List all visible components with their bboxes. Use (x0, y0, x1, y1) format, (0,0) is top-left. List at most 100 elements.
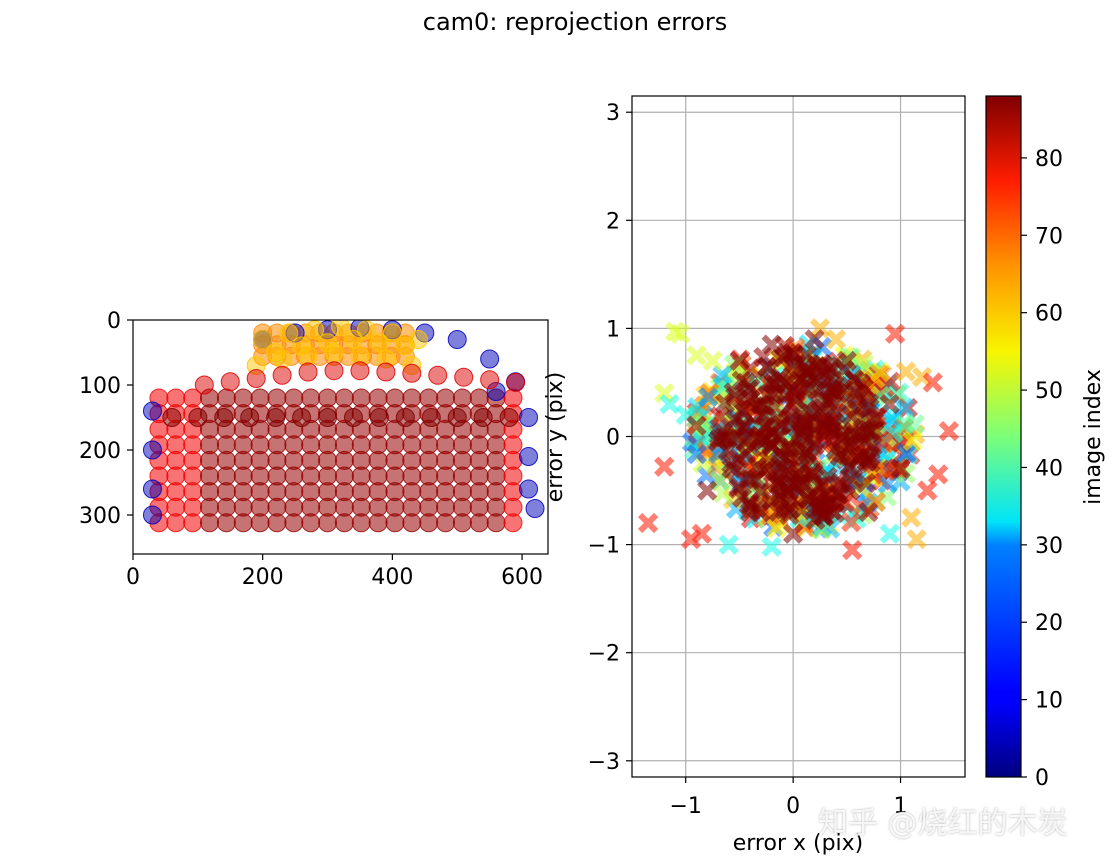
right-cloud-point (841, 512, 862, 533)
left-data-point (279, 323, 299, 343)
right-cloud-point (758, 450, 779, 471)
left-data-point (253, 330, 273, 349)
right-cloud-point (746, 456, 768, 478)
left-grid-point (318, 513, 338, 533)
right-cloud-point (840, 431, 861, 452)
left-grid-point (250, 513, 270, 533)
left-data-point (447, 408, 467, 427)
right-data-point (740, 502, 761, 523)
left-data-point (220, 372, 240, 392)
right-cloud-point (728, 448, 750, 469)
right-y-tick-label: 0 (606, 426, 620, 451)
right-data-point (670, 323, 691, 344)
left-data-point (402, 363, 422, 383)
right-cloud-point (827, 484, 848, 506)
left-grid-point (200, 513, 220, 533)
colorbar-tick-label: 50 (1035, 379, 1063, 404)
right-cloud-point (809, 494, 830, 515)
right-y-tick-label: −2 (588, 642, 620, 667)
right-cloud-point (902, 431, 923, 452)
left-data-point (395, 408, 415, 427)
left-data-point (246, 369, 266, 388)
right-x-tick-label: 0 (786, 794, 800, 819)
left-data-point (298, 346, 318, 366)
colorbar-gradient (985, 95, 1022, 778)
left-grid-point (469, 513, 489, 533)
colorbar-ticks: 0 10 20 30 40 50 60 70 80 (1021, 147, 1063, 791)
left-grid-point (503, 513, 523, 533)
right-data-point (761, 536, 782, 557)
right-y-tick-label: −1 (588, 534, 620, 559)
right-cloud-point (686, 444, 707, 465)
right-x-axis-label: error x (pix) (733, 831, 864, 856)
right-data-point (825, 329, 847, 350)
right-data-point (680, 529, 702, 550)
right-data-point (879, 523, 900, 544)
right-cloud-point (798, 362, 819, 383)
left-grid-point (402, 513, 422, 533)
left-data-point (142, 401, 162, 421)
left-data-point (240, 408, 260, 427)
colorbar-tick-label: 70 (1035, 224, 1063, 249)
right-data-point (659, 393, 680, 415)
figure-title: cam0: reprojection errors (423, 8, 727, 36)
right-y-ticks: −3 −2 −1 0 1 2 3 (588, 101, 632, 775)
left-data-point (272, 365, 292, 385)
left-data-point (447, 330, 467, 349)
right-data-point (917, 480, 938, 501)
left-data-point (142, 505, 162, 525)
left-data-point (356, 320, 376, 340)
left-grid-point (216, 513, 236, 533)
right-cloud-point (855, 472, 877, 494)
left-data-point (525, 499, 545, 518)
right-cloud-point (807, 379, 829, 400)
right-data-point (842, 539, 863, 561)
right-cloud-point (779, 410, 800, 431)
left-x-tick-label: 0 (126, 565, 140, 590)
left-data-point (428, 365, 448, 385)
left-data-point (454, 367, 474, 387)
right-data-point (895, 361, 917, 382)
left-grid-point (452, 513, 472, 533)
right-cloud-point (779, 504, 800, 526)
left-grid-point (301, 513, 321, 533)
left-y-tick-label: 300 (79, 504, 121, 529)
right-cloud-point (904, 414, 926, 435)
right-cloud-point (728, 476, 749, 497)
right-plot: −1 0 1 −3 −2 −1 0 1 2 3 error x (pix) error y (p… (543, 95, 966, 856)
right-data-point (718, 534, 739, 555)
left-grid-point (166, 513, 186, 533)
left-y-ticks: 0 100 200 300 (79, 309, 133, 529)
right-cloud-point (709, 406, 730, 427)
left-data-point (194, 375, 214, 395)
left-data-point (480, 370, 500, 390)
right-data-point (654, 383, 675, 404)
right-cloud-point (698, 387, 719, 408)
left-data-point (519, 408, 539, 427)
right-cloud-point (827, 375, 848, 396)
right-cloud-point (796, 399, 818, 420)
right-x-ticks: −1 0 1 (669, 777, 908, 819)
left-grid-point (351, 513, 371, 533)
right-cloud-point (780, 437, 801, 458)
left-data-point (382, 323, 402, 343)
left-y-tick-label: 200 (79, 439, 121, 464)
right-x-tick-label: 1 (894, 794, 908, 819)
left-data-point (214, 408, 234, 427)
right-data-point (729, 350, 750, 371)
left-data-point (331, 320, 350, 336)
right-cloud-point (896, 443, 917, 464)
right-cloud-point (875, 460, 896, 482)
right-data-point (772, 458, 793, 480)
left-data-point (421, 408, 441, 427)
left-data-point (142, 440, 162, 460)
left-data-point (376, 362, 396, 382)
right-y-tick-label: 2 (606, 209, 620, 234)
left-data-point (519, 479, 539, 499)
right-cloud-point (712, 365, 733, 386)
right-data-point (804, 329, 825, 350)
right-cloud-point (691, 430, 712, 451)
left-grid-point (267, 513, 287, 533)
colorbar: 0 10 20 30 40 50 60 70 80 image index (985, 95, 1106, 791)
right-data-point (686, 345, 707, 366)
